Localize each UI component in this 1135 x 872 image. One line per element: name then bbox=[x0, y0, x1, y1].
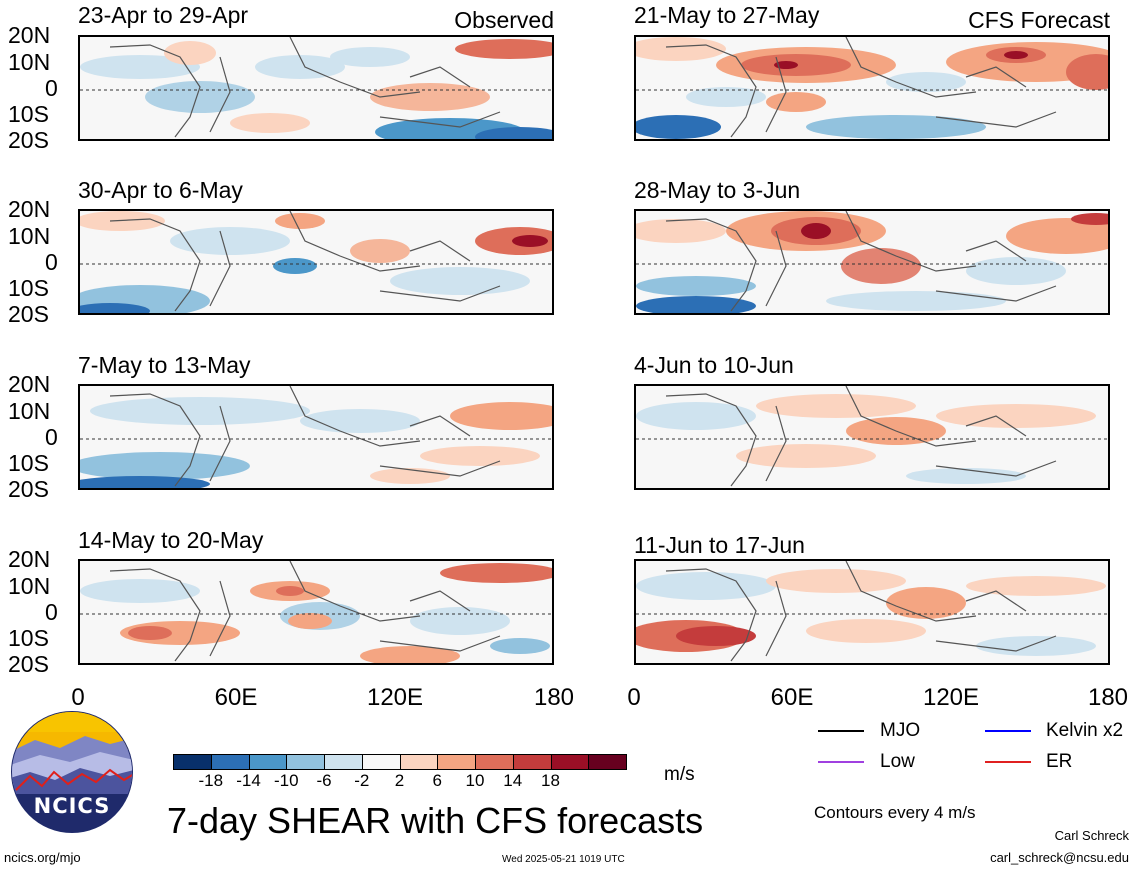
colorbar-tick-label: -2 bbox=[354, 771, 370, 790]
lon-label-120e: 120E bbox=[366, 684, 424, 711]
map-panel-l2 bbox=[78, 209, 554, 315]
legend-er-label: ER bbox=[1046, 751, 1073, 772]
colorbar-swatch bbox=[361, 754, 401, 770]
map-panel-l1 bbox=[78, 35, 554, 141]
colorbar-tick-label: 18 bbox=[541, 771, 560, 790]
colorbar-swatch bbox=[475, 754, 514, 770]
colorbar-swatch bbox=[324, 754, 363, 770]
main-title: 7-day SHEAR with CFS forecasts bbox=[167, 800, 704, 841]
colorbar-unit: m/s bbox=[664, 764, 695, 785]
legend-mjo-label: MJO bbox=[880, 720, 921, 741]
legend-mjo-line bbox=[818, 730, 864, 732]
map-panel-l4 bbox=[78, 559, 554, 665]
colorbar-swatch bbox=[210, 754, 250, 770]
panel-title-l4: 14-May to 20-May bbox=[78, 527, 264, 553]
footer-email: carl_schreck@ncsu.edu bbox=[990, 850, 1129, 865]
panel-title-l1: 23-Apr to 29-Apr bbox=[78, 2, 249, 28]
colorbar-swatch bbox=[550, 754, 590, 770]
legend-er-line bbox=[985, 761, 1031, 763]
lat-label-20s: 20S bbox=[8, 127, 49, 153]
colorbar-swatch bbox=[588, 754, 627, 770]
colorbar-tick-label: -6 bbox=[316, 771, 332, 790]
cfs-forecast-label: CFS Forecast bbox=[968, 7, 1110, 33]
footer-website: ncics.org/mjo bbox=[4, 850, 81, 865]
colorbar-swatch bbox=[437, 754, 476, 770]
observed-label: Observed bbox=[454, 7, 554, 33]
lat-label-eq: 0 bbox=[45, 424, 58, 450]
lat-label-20s: 20S bbox=[8, 476, 49, 502]
lon-label-60e: 60E bbox=[770, 684, 814, 711]
lat-label-20n: 20N bbox=[8, 546, 51, 572]
lat-label-20s: 20S bbox=[8, 301, 49, 327]
lat-label-10s: 10S bbox=[8, 275, 49, 301]
lat-label-10n: 10N bbox=[8, 49, 51, 75]
lon-label-180: 180 bbox=[533, 684, 575, 711]
legend-low-label: Low bbox=[880, 751, 915, 772]
legend-kelvin-label: Kelvin x2 bbox=[1046, 720, 1124, 741]
map-panel-r3 bbox=[634, 384, 1110, 490]
lat-label-10s: 10S bbox=[8, 625, 49, 651]
map-panel-r2 bbox=[634, 209, 1110, 315]
panel-title-r4: 11-Jun to 17-Jun bbox=[634, 532, 805, 558]
legend-low-line bbox=[818, 761, 864, 763]
contour-note: Contours every 4 m/s bbox=[814, 803, 976, 822]
panel-title-r1: 21-May to 27-May bbox=[634, 2, 820, 28]
lat-label-10s: 10S bbox=[8, 101, 49, 127]
ncics-logo: NCICS bbox=[10, 710, 134, 834]
colorbar-swatch bbox=[512, 754, 552, 770]
lat-label-eq: 0 bbox=[45, 75, 58, 101]
colorbar-swatch bbox=[248, 754, 288, 770]
colorbar-swatch bbox=[399, 754, 439, 770]
panel-title-r3: 4-Jun to 10-Jun bbox=[634, 352, 794, 378]
lat-label-10n: 10N bbox=[8, 223, 51, 249]
lat-label-20s: 20S bbox=[8, 651, 49, 677]
lon-label-120e: 120E bbox=[922, 684, 980, 711]
lon-label-0: 0 bbox=[627, 684, 641, 711]
lat-label-20n: 20N bbox=[8, 22, 51, 48]
map-panel-l3 bbox=[78, 384, 554, 490]
lat-label-10n: 10N bbox=[8, 573, 51, 599]
colorbar-tick-label: 10 bbox=[465, 771, 485, 790]
panel-title-l2: 30-Apr to 6-May bbox=[78, 177, 243, 203]
lon-label-180: 180 bbox=[1087, 684, 1129, 711]
lat-label-20n: 20N bbox=[8, 371, 51, 397]
lat-label-10s: 10S bbox=[8, 450, 49, 476]
legend-kelvin-line bbox=[985, 730, 1031, 732]
footer-author: Carl Schreck bbox=[1054, 828, 1129, 843]
footer-timestamp: Wed 2025-05-21 1019 UTC bbox=[502, 854, 625, 865]
panel-title-l3: 7-May to 13-May bbox=[78, 352, 251, 378]
lat-label-eq: 0 bbox=[45, 249, 58, 275]
lat-label-20n: 20N bbox=[8, 196, 51, 222]
colorbar-tick-label: -14 bbox=[236, 771, 261, 790]
logo-text: NCICS bbox=[33, 794, 111, 818]
lat-label-eq: 0 bbox=[45, 599, 58, 625]
panel-title-r2: 28-May to 3-Jun bbox=[634, 177, 801, 203]
colorbar-tick-label: 2 bbox=[394, 771, 405, 790]
lon-label-0: 0 bbox=[71, 684, 85, 711]
map-panel-r1 bbox=[634, 35, 1110, 141]
colorbar-tick-label: 14 bbox=[503, 771, 523, 790]
lat-label-10n: 10N bbox=[8, 398, 51, 424]
map-panel-r4 bbox=[634, 559, 1110, 665]
colorbar-swatch bbox=[286, 754, 325, 770]
colorbar-tick-label: -10 bbox=[273, 771, 299, 790]
colorbar-tick-label: 6 bbox=[432, 771, 442, 790]
colorbar-swatch bbox=[173, 754, 212, 770]
colorbar-tick-label: -18 bbox=[198, 771, 224, 790]
lon-label-60e: 60E bbox=[214, 684, 258, 711]
